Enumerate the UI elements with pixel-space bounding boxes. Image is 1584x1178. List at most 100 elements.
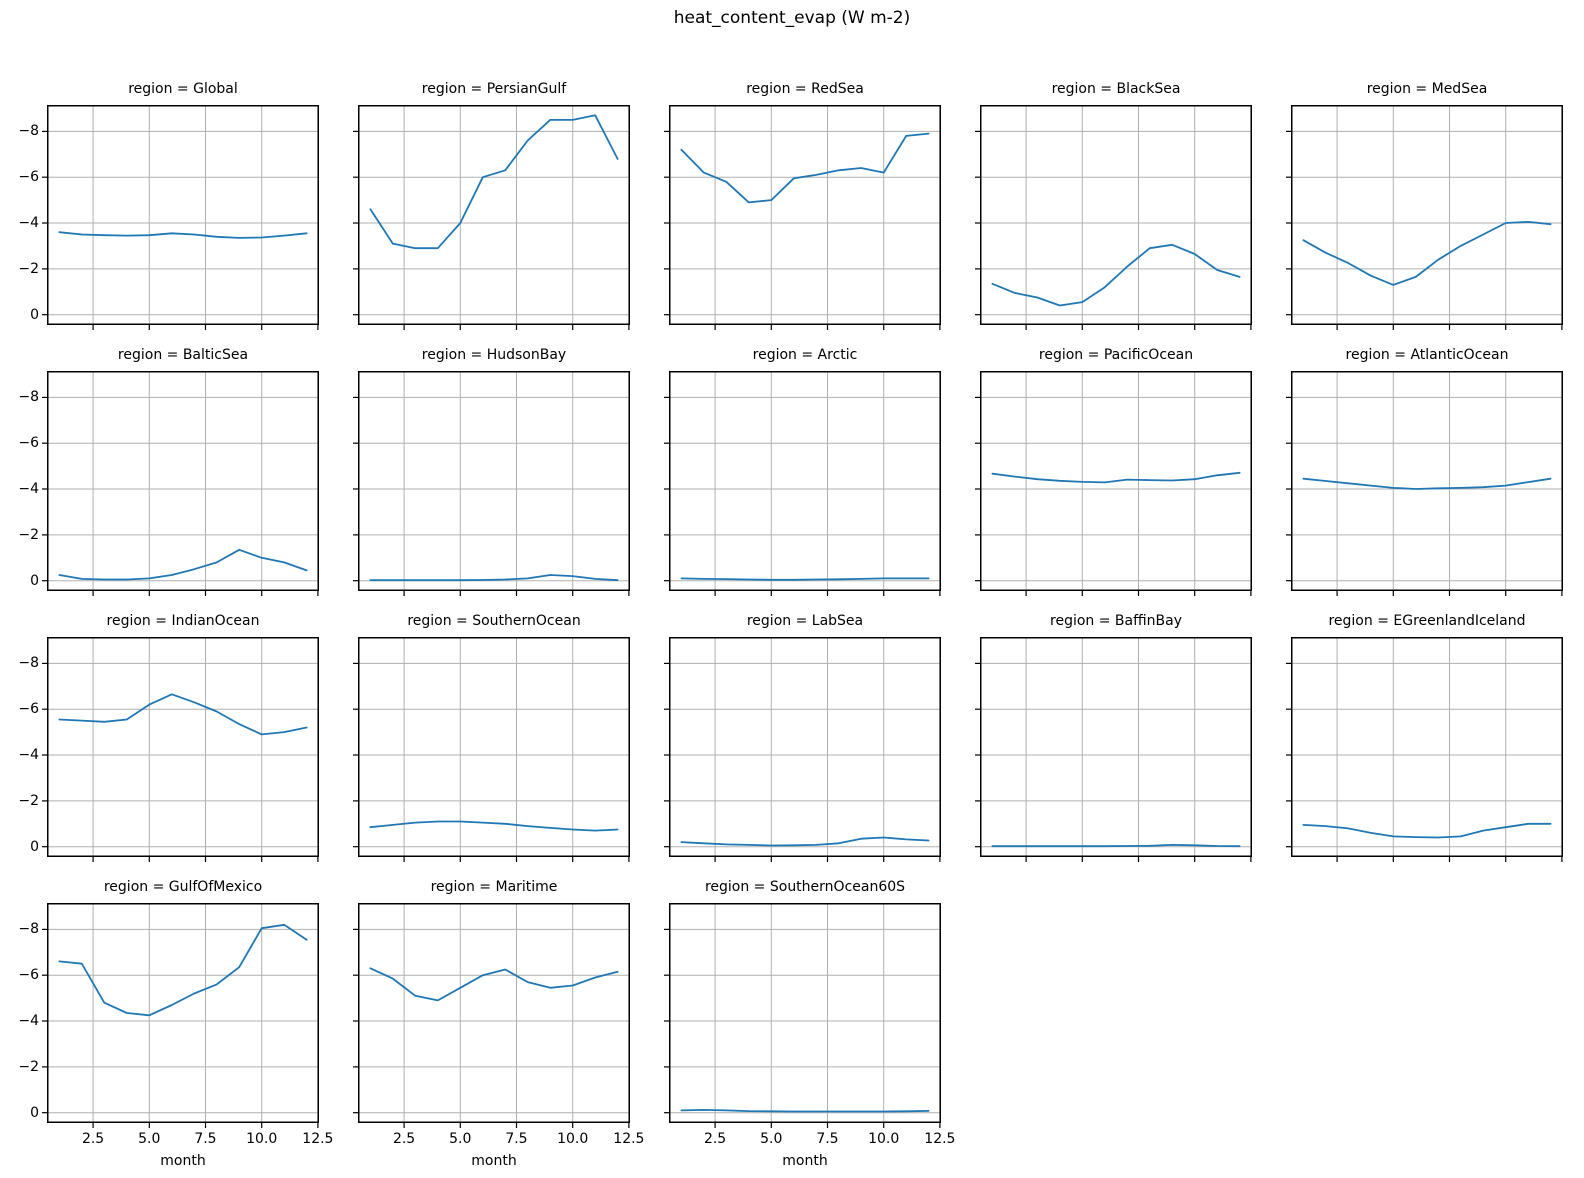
facet-panel-BlackSea: region = BlackSea [975,81,1252,330]
facet-title: region = BalticSea [117,347,249,363]
y-tick-label: −4 [18,215,39,232]
data-series-line [991,843,1241,848]
facet-panel-Arctic: region = Arctic [664,347,941,596]
x-tick-label: 5.0 [760,1131,783,1147]
line-chart [664,105,941,330]
y-tick-label: −2 [18,792,39,809]
facet-title: region = BlackSea [1051,81,1181,97]
y-tick-label: −8 [18,921,39,938]
facet-panel-IndianOcean: region = IndianOcean −8 −6 −4 −2 0 [18,613,319,862]
line-chart [1286,105,1563,330]
y-tick-label: −4 [18,1013,39,1030]
facet-title: region = GulfOfMexico [103,879,263,895]
data-series-line [991,243,1241,307]
y-tick-label: 0 [30,838,39,855]
y-tick-label: −6 [18,169,39,186]
figure-title: heat_content_evap (W m-2) [673,8,911,28]
data-series-line [369,820,619,832]
facet-title: region = LabSea [746,613,864,629]
line-chart [1286,371,1563,596]
y-tick-label: 0 [30,572,39,589]
y-tick-label: 0 [30,306,39,323]
facet-title: region = IndianOcean [106,613,260,629]
facet-panel-BaffinBay: region = BaffinBay [975,613,1252,862]
x-tick-label: 12.5 [302,1131,334,1147]
line-chart [353,903,630,1128]
y-tick-label: −6 [18,701,39,718]
facet-title: region = Maritime [430,879,558,895]
y-tick-label: −2 [18,260,39,277]
line-chart [353,371,630,596]
x-axis-label: month [471,1153,517,1169]
y-tick-label: −8 [18,655,39,672]
line-chart [353,637,630,862]
x-tick-label: 12.5 [924,1131,956,1147]
x-tick-label: 7.5 [816,1131,839,1147]
data-series-line [680,836,930,847]
line-chart [353,105,630,330]
y-tick-label: 0 [30,1104,39,1121]
facet-title: region = Arctic [752,347,858,363]
x-tick-label: 7.5 [194,1131,217,1147]
facet-title: region = PacificOcean [1038,347,1194,363]
y-tick-label: −8 [18,389,39,406]
facet-panel-AtlanticOcean: region = AtlanticOcean [1286,347,1563,596]
x-tick-label: 10.0 [246,1131,278,1147]
line-chart [975,105,1252,330]
x-tick-label: 2.5 [703,1131,727,1147]
data-series-line [58,548,308,581]
line-chart [42,903,319,1128]
line-chart [664,903,941,1128]
facet-title: region = MedSea [1366,81,1488,97]
facet-panel-LabSea: region = LabSea [664,613,941,862]
facet-panel-MedSea: region = MedSea [1286,81,1563,330]
y-tick-label: −6 [18,435,39,452]
data-series-line [58,693,308,736]
y-tick-label: −8 [18,123,39,140]
facet-title: region = HudsonBay [421,347,567,363]
facet-panel-PacificOcean: region = PacificOcean [975,347,1252,596]
facet-title: region = Global [128,81,238,97]
facet-title: region = PersianGulf [421,81,567,97]
line-chart [664,371,941,596]
x-tick-label: 10.0 [868,1131,900,1147]
data-series-line [369,574,619,582]
x-tick-label: 12.5 [613,1131,645,1147]
x-tick-label: 10.0 [557,1131,589,1147]
data-series-line [369,114,619,250]
facet-panel-Global: region = Global −8 −6 −4 −2 0 [18,81,319,330]
facet-title: region = RedSea [746,81,864,97]
y-tick-label: −6 [18,967,39,984]
data-series-line [369,967,619,1002]
line-chart [975,371,1252,596]
facet-title: region = BaffinBay [1050,613,1182,629]
x-tick-label: 7.5 [505,1131,528,1147]
facet-panel-GulfOfMexico: region = GulfOfMexico −8 −6 −4 −2 0 2.5 5.0 7.5 1… [18,879,333,1169]
facet-title: region = EGreenlandIceland [1328,613,1526,629]
y-tick-label: −2 [18,1058,39,1075]
x-tick-label: 5.0 [138,1131,161,1147]
data-series-line [1302,477,1552,490]
line-chart [42,105,319,330]
data-series-line [58,231,308,239]
x-tick-label: 5.0 [449,1131,472,1147]
facet-title: region = AtlanticOcean [1345,347,1509,363]
y-tick-label: −4 [18,481,39,498]
data-series-line [680,1108,930,1113]
x-tick-label: 2.5 [81,1131,105,1147]
facet-panel-PersianGulf: region = PersianGulf [353,81,630,330]
facet-panel-SouthernOcean60S: region = SouthernOcean60S 2.5 5.0 7.5 10.0 12… [664,879,955,1169]
x-axis-label: month [160,1153,206,1169]
facet-panel-BalticSea: region = BalticSea −8 −6 −4 −2 0 [18,347,319,596]
line-chart [42,371,319,596]
x-tick-label: 2.5 [392,1131,416,1147]
facet-panel-RedSea: region = RedSea [664,81,941,330]
facet-panel-HudsonBay: region = HudsonBay [353,347,630,596]
facet-panel-EGreenlandIceland: region = EGreenlandIceland [1286,613,1563,862]
facet-title: region = SouthernOcean [407,613,581,629]
facet-panel-Maritime: region = Maritime 2.5 5.0 7.5 10.0 12.5 month [353,879,644,1169]
data-series-line [991,471,1241,484]
line-chart [975,637,1252,862]
x-axis-label: month [782,1153,828,1169]
